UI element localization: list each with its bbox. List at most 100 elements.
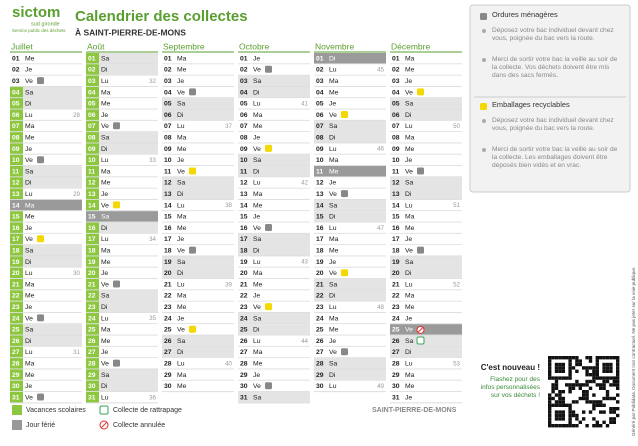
- qr-module: [595, 376, 599, 380]
- weekday: Ma: [405, 55, 415, 62]
- qr-module: [585, 393, 589, 397]
- weekday: Me: [253, 361, 263, 368]
- day-number: 02: [316, 67, 324, 74]
- day-number: 06: [316, 112, 324, 119]
- qr-module: [595, 373, 599, 377]
- weekday: Me: [405, 304, 415, 311]
- day-number: 11: [392, 168, 399, 175]
- qr-module: [565, 383, 569, 387]
- day-row: [86, 392, 158, 403]
- qr-module: [609, 362, 613, 367]
- vacation-cell: [10, 335, 23, 346]
- qr-module: [582, 410, 586, 414]
- qr-module: [548, 376, 552, 380]
- day-row: [10, 64, 82, 75]
- day-number: 26: [12, 338, 20, 345]
- subtitle: À SAINT-PIERRE-DE-MONS: [75, 27, 186, 37]
- day-number: 26: [316, 338, 324, 345]
- qr-module: [616, 356, 620, 360]
- weekday: Lu: [25, 270, 33, 277]
- weekday: Me: [405, 146, 415, 153]
- vacation-cell: [10, 301, 23, 313]
- vacation-cell: [10, 211, 23, 222]
- weekday: Ma: [101, 327, 111, 334]
- qr-module: [561, 424, 565, 428]
- qr-module: [585, 369, 589, 373]
- day-number: 11: [12, 168, 19, 175]
- day-number: 25: [12, 327, 20, 334]
- day-row: [86, 245, 158, 256]
- weekday: Ma: [101, 168, 111, 175]
- day-number: 27: [164, 349, 172, 356]
- day-number: 31: [240, 394, 248, 401]
- vacation-cell: [86, 64, 99, 75]
- day-number: 19: [164, 259, 172, 266]
- qr-module: [561, 390, 565, 394]
- qr-module: [571, 386, 576, 390]
- day-row: [10, 267, 82, 279]
- vacation-cell: [10, 154, 23, 166]
- qr-module: [595, 403, 599, 407]
- qr-module: [575, 362, 579, 367]
- weekday: Ma: [253, 270, 263, 277]
- day-number: 16: [88, 225, 96, 232]
- qr-module: [616, 362, 620, 367]
- weekday: Di: [101, 67, 108, 74]
- weekday: Me: [405, 383, 415, 390]
- day-row: [86, 279, 158, 290]
- day-row: [314, 211, 386, 222]
- weekday: Di: [329, 135, 336, 142]
- weekday: Di: [177, 349, 184, 356]
- weekday: Di: [253, 248, 260, 255]
- weekday: Sa: [25, 327, 34, 334]
- day-number: 22: [12, 293, 20, 300]
- weekday: Ve: [25, 236, 33, 243]
- weekday: Di: [177, 191, 184, 198]
- day-row: [390, 380, 462, 392]
- week-number: 53: [453, 360, 460, 367]
- day-number: 21: [316, 281, 324, 288]
- legend-rattrapage: Collecte de rattrapage: [113, 407, 182, 414]
- weekday: Me: [253, 281, 263, 288]
- qr-module: [602, 410, 606, 414]
- weekday: Je: [25, 146, 32, 153]
- qr-module: [609, 420, 613, 424]
- day-row: [314, 267, 386, 279]
- day-row: [162, 143, 234, 154]
- qr-module: [568, 359, 572, 363]
- qr-module: [578, 362, 582, 367]
- weekday: Lu: [101, 157, 109, 164]
- qr-module: [605, 379, 610, 384]
- qr-module: [602, 420, 606, 424]
- weekday: Ve: [177, 248, 185, 255]
- day-number: 20: [88, 270, 96, 277]
- qr-module: [568, 420, 572, 424]
- day-number: 05: [240, 101, 248, 108]
- weekday: Lu: [25, 349, 33, 356]
- qr-module: [592, 373, 596, 377]
- week-number: 34: [149, 236, 156, 243]
- qr-module: [568, 383, 572, 387]
- week-number: 43: [301, 259, 308, 266]
- day-row: [162, 188, 234, 200]
- day-number: 18: [164, 248, 172, 255]
- weekday: Je: [101, 112, 108, 119]
- qr-module: [609, 410, 613, 414]
- qr-module: [551, 383, 555, 387]
- day-number: 23: [88, 304, 96, 311]
- vacation-cell: [10, 312, 23, 324]
- day-number: 26: [240, 338, 248, 345]
- vacation-cell: [86, 98, 99, 109]
- weekday: Me: [101, 259, 111, 266]
- week-number: 28: [73, 112, 80, 119]
- day-row: [314, 166, 386, 177]
- day-number: 20: [240, 270, 248, 277]
- day-row: [10, 166, 82, 177]
- day-row: [162, 154, 234, 166]
- day-number: 11: [240, 168, 247, 175]
- day-number: 28: [316, 361, 324, 368]
- month-name: Novembre: [315, 41, 354, 51]
- month-name: Octobre: [239, 41, 270, 51]
- weekday: Je: [25, 304, 32, 311]
- day-row: [390, 188, 462, 200]
